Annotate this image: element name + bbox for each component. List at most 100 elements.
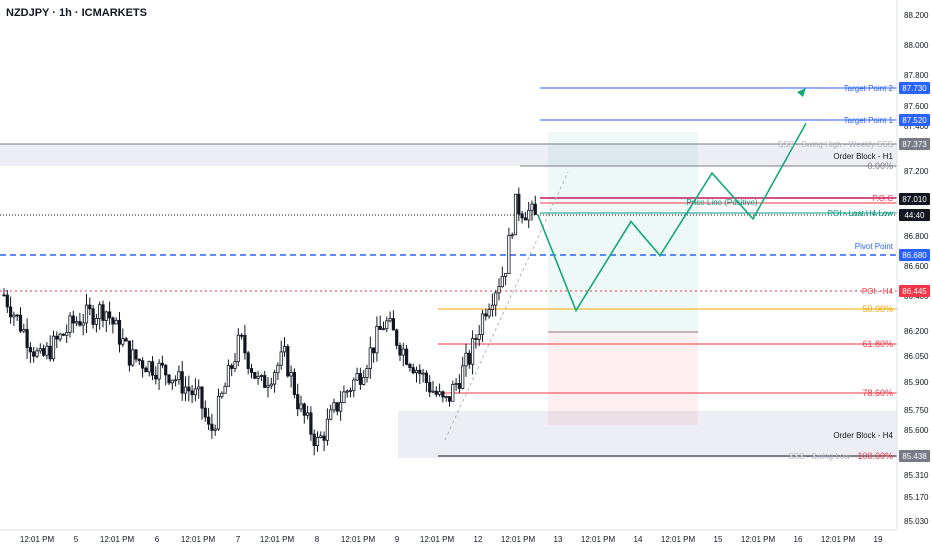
x-tick-label: 19 <box>874 535 883 544</box>
candle-body <box>461 365 465 389</box>
candle-body <box>170 379 174 384</box>
annotation-label: Pivot Point <box>855 242 894 251</box>
candle-body <box>464 352 468 367</box>
candle-body <box>338 402 343 412</box>
candle-body <box>418 369 422 375</box>
candle-body <box>411 367 415 374</box>
x-tick-label: 9 <box>395 535 400 544</box>
candle-body <box>154 374 158 380</box>
x-tick-label: 16 <box>794 535 803 544</box>
candle-body <box>424 372 429 383</box>
candle-body <box>378 325 382 330</box>
annotation-label: Target Point 2 <box>844 84 894 93</box>
candle-body <box>2 294 6 297</box>
annotation-label: Price Line (Positive) <box>686 198 757 207</box>
candle-body <box>263 375 267 388</box>
candle-body <box>503 273 508 277</box>
candle-body <box>249 368 254 373</box>
candle-body <box>190 390 194 396</box>
candle-body <box>42 348 46 356</box>
candle-body <box>183 386 188 394</box>
annotation-label: 0.00% <box>867 161 893 171</box>
candle-body <box>451 384 455 402</box>
candle-body <box>484 313 488 317</box>
candle-body <box>203 407 207 418</box>
candle-body <box>454 383 458 385</box>
candle-body <box>51 335 56 360</box>
candle-body <box>8 306 13 318</box>
annotation-label: Target Point 1 <box>844 116 894 125</box>
candle-body <box>164 364 168 376</box>
profit-zone <box>548 132 698 330</box>
y-tick-label: 86.600 <box>904 262 929 271</box>
x-tick-label: 12:01 PM <box>501 535 536 544</box>
candle-body <box>296 394 300 410</box>
candle-body <box>111 317 115 325</box>
candle-body <box>520 213 524 219</box>
candle-body <box>477 334 481 340</box>
y-tick-label: 87.800 <box>904 71 929 80</box>
candle-body <box>61 333 66 336</box>
candle-body <box>193 388 197 396</box>
x-tick-label: 14 <box>634 535 643 544</box>
projection-arrow-head <box>797 88 806 97</box>
candle-body <box>282 346 287 353</box>
candle-body <box>48 345 52 360</box>
x-tick-label: 12:01 PM <box>741 535 776 544</box>
candle-body <box>236 334 240 363</box>
candle-body <box>127 340 131 366</box>
annotation-label: Order Block - H1 <box>833 152 893 161</box>
candle-body <box>239 334 244 337</box>
candle-body <box>22 329 26 332</box>
candle-body <box>497 286 501 294</box>
candle-body <box>210 423 214 431</box>
price-badge <box>899 82 930 94</box>
candle-body <box>140 360 145 369</box>
price-badge <box>899 209 930 221</box>
y-tick-label: 87.600 <box>904 102 929 111</box>
x-tick-label: 12:01 PM <box>260 535 295 544</box>
candle-body <box>325 418 330 441</box>
candle-body <box>322 435 326 441</box>
candle-body <box>114 319 118 325</box>
y-tick-label: 85.310 <box>904 471 929 480</box>
candle-body <box>474 338 478 340</box>
price-badge <box>899 285 930 297</box>
candle-body <box>388 318 392 322</box>
y-tick-label: 85.750 <box>904 406 929 415</box>
candle-body <box>266 385 270 388</box>
annotation-label: SSS - Swing Low <box>788 452 850 461</box>
candle-body <box>253 372 257 379</box>
candle-body <box>375 325 379 354</box>
y-tick-label: 88.000 <box>904 41 929 50</box>
candle-body <box>25 329 29 348</box>
annotation-label: Order Block - H4 <box>833 431 893 440</box>
price-badge <box>899 450 930 462</box>
candle-body <box>490 304 495 310</box>
candle-body <box>447 396 452 402</box>
x-tick-label: 12:01 PM <box>821 535 856 544</box>
candle-body <box>444 396 448 398</box>
candle-body <box>467 352 471 365</box>
candle-body <box>441 391 445 398</box>
candle-body <box>292 372 297 395</box>
candle-body <box>243 335 247 354</box>
candle-body <box>65 332 69 336</box>
price-badge-label: 87.010 <box>902 195 927 204</box>
candle-body <box>507 235 511 274</box>
candle-body <box>216 395 221 430</box>
price-badge <box>899 249 930 261</box>
candle-body <box>78 321 82 326</box>
candle-body <box>523 217 528 221</box>
price-badge-label: 86.445 <box>902 287 927 296</box>
candle-body <box>58 333 62 340</box>
candle-body <box>256 376 260 379</box>
candle-body <box>108 311 112 319</box>
candle-body <box>150 361 155 376</box>
candle-body <box>312 433 316 447</box>
candle-body <box>368 347 372 369</box>
candle-body <box>12 314 16 318</box>
candle-body <box>315 437 320 447</box>
candle-body <box>319 435 323 438</box>
